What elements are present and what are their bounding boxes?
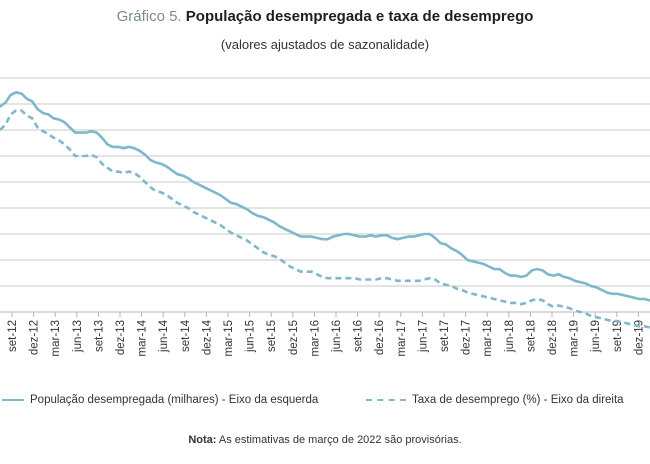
- chart-subtitle: (valores ajustados de sazonalidade): [220, 37, 430, 52]
- x-tick-label: jun-18: [504, 320, 516, 353]
- x-tick-label: set-12: [7, 320, 19, 352]
- legend-label-series2: Taxa de desemprego (%) - Eixo da direita: [412, 394, 624, 406]
- footnote-label: Nota:: [188, 434, 217, 446]
- x-tick-label: set-14: [180, 319, 192, 352]
- x-tick-label: set-16: [353, 320, 365, 352]
- x-tick-label: jun-13: [72, 320, 84, 353]
- x-tick-label: set-17: [439, 320, 451, 352]
- x-tick-label: dez-17: [461, 320, 473, 355]
- x-tick-label: jun-16: [331, 320, 343, 353]
- x-tick-label: set-15: [266, 320, 278, 352]
- legend-swatch-dashed: [366, 399, 406, 401]
- x-tick-label: dez-14: [201, 319, 213, 355]
- legend: População desempregada (milhares) - Eixo…: [0, 394, 650, 412]
- chart-title: Gráfico 5. População desempregada e taxa…: [0, 8, 650, 25]
- x-tick-label: jun-14: [158, 319, 170, 353]
- x-tick-label: jun-19: [590, 320, 602, 353]
- x-tick-label: dez-15: [288, 320, 300, 355]
- chart-title-main: População desempregada e taxa de desempr…: [185, 8, 534, 25]
- series-line-populacao-desempregada: [0, 91, 650, 302]
- x-tick-label: set-18: [525, 320, 537, 352]
- legend-swatch-solid: [2, 399, 24, 401]
- x-tick-label: dez-12: [29, 320, 41, 355]
- footnote-text: As estimativas de março de 2022 são prov…: [216, 434, 462, 446]
- legend-item-series2: Taxa de desemprego (%) - Eixo da direita: [366, 394, 624, 406]
- x-tick-label: dez-18: [547, 320, 559, 355]
- x-tick-label: mar-14: [137, 319, 149, 356]
- x-tick-label: dez-13: [115, 320, 127, 355]
- chart-title-prefix: Gráfico 5.: [116, 8, 182, 25]
- legend-label-series1: População desempregada (milhares) - Eixo…: [30, 394, 319, 406]
- x-tick-label: mar-18: [482, 320, 494, 356]
- x-tick-label: mar-19: [569, 320, 581, 356]
- x-tick-label: set-13: [93, 320, 105, 352]
- line-chart: set-12 dez-12 mar-13 jun-13 set-13 dez-13 mar-…: [0, 77, 650, 356]
- x-tick-label: dez-19: [633, 320, 645, 355]
- x-tick-label: mar-13: [50, 320, 62, 356]
- x-tick-label: set-19: [612, 320, 624, 352]
- series-line-taxa-desemprego: [0, 109, 650, 329]
- x-tick-label: jun-17: [417, 320, 429, 353]
- x-tick-label: dez-16: [374, 320, 386, 355]
- x-tick-label: mar-16: [309, 320, 321, 356]
- x-tick-label: mar-15: [223, 320, 235, 356]
- x-tick-label: jun-15: [245, 320, 257, 353]
- x-tick-label: mar-17: [396, 320, 408, 356]
- legend-item-series1: População desempregada (milhares) - Eixo…: [2, 394, 318, 406]
- footnote: Nota: As estimativas de março de 2022 sã…: [0, 434, 650, 446]
